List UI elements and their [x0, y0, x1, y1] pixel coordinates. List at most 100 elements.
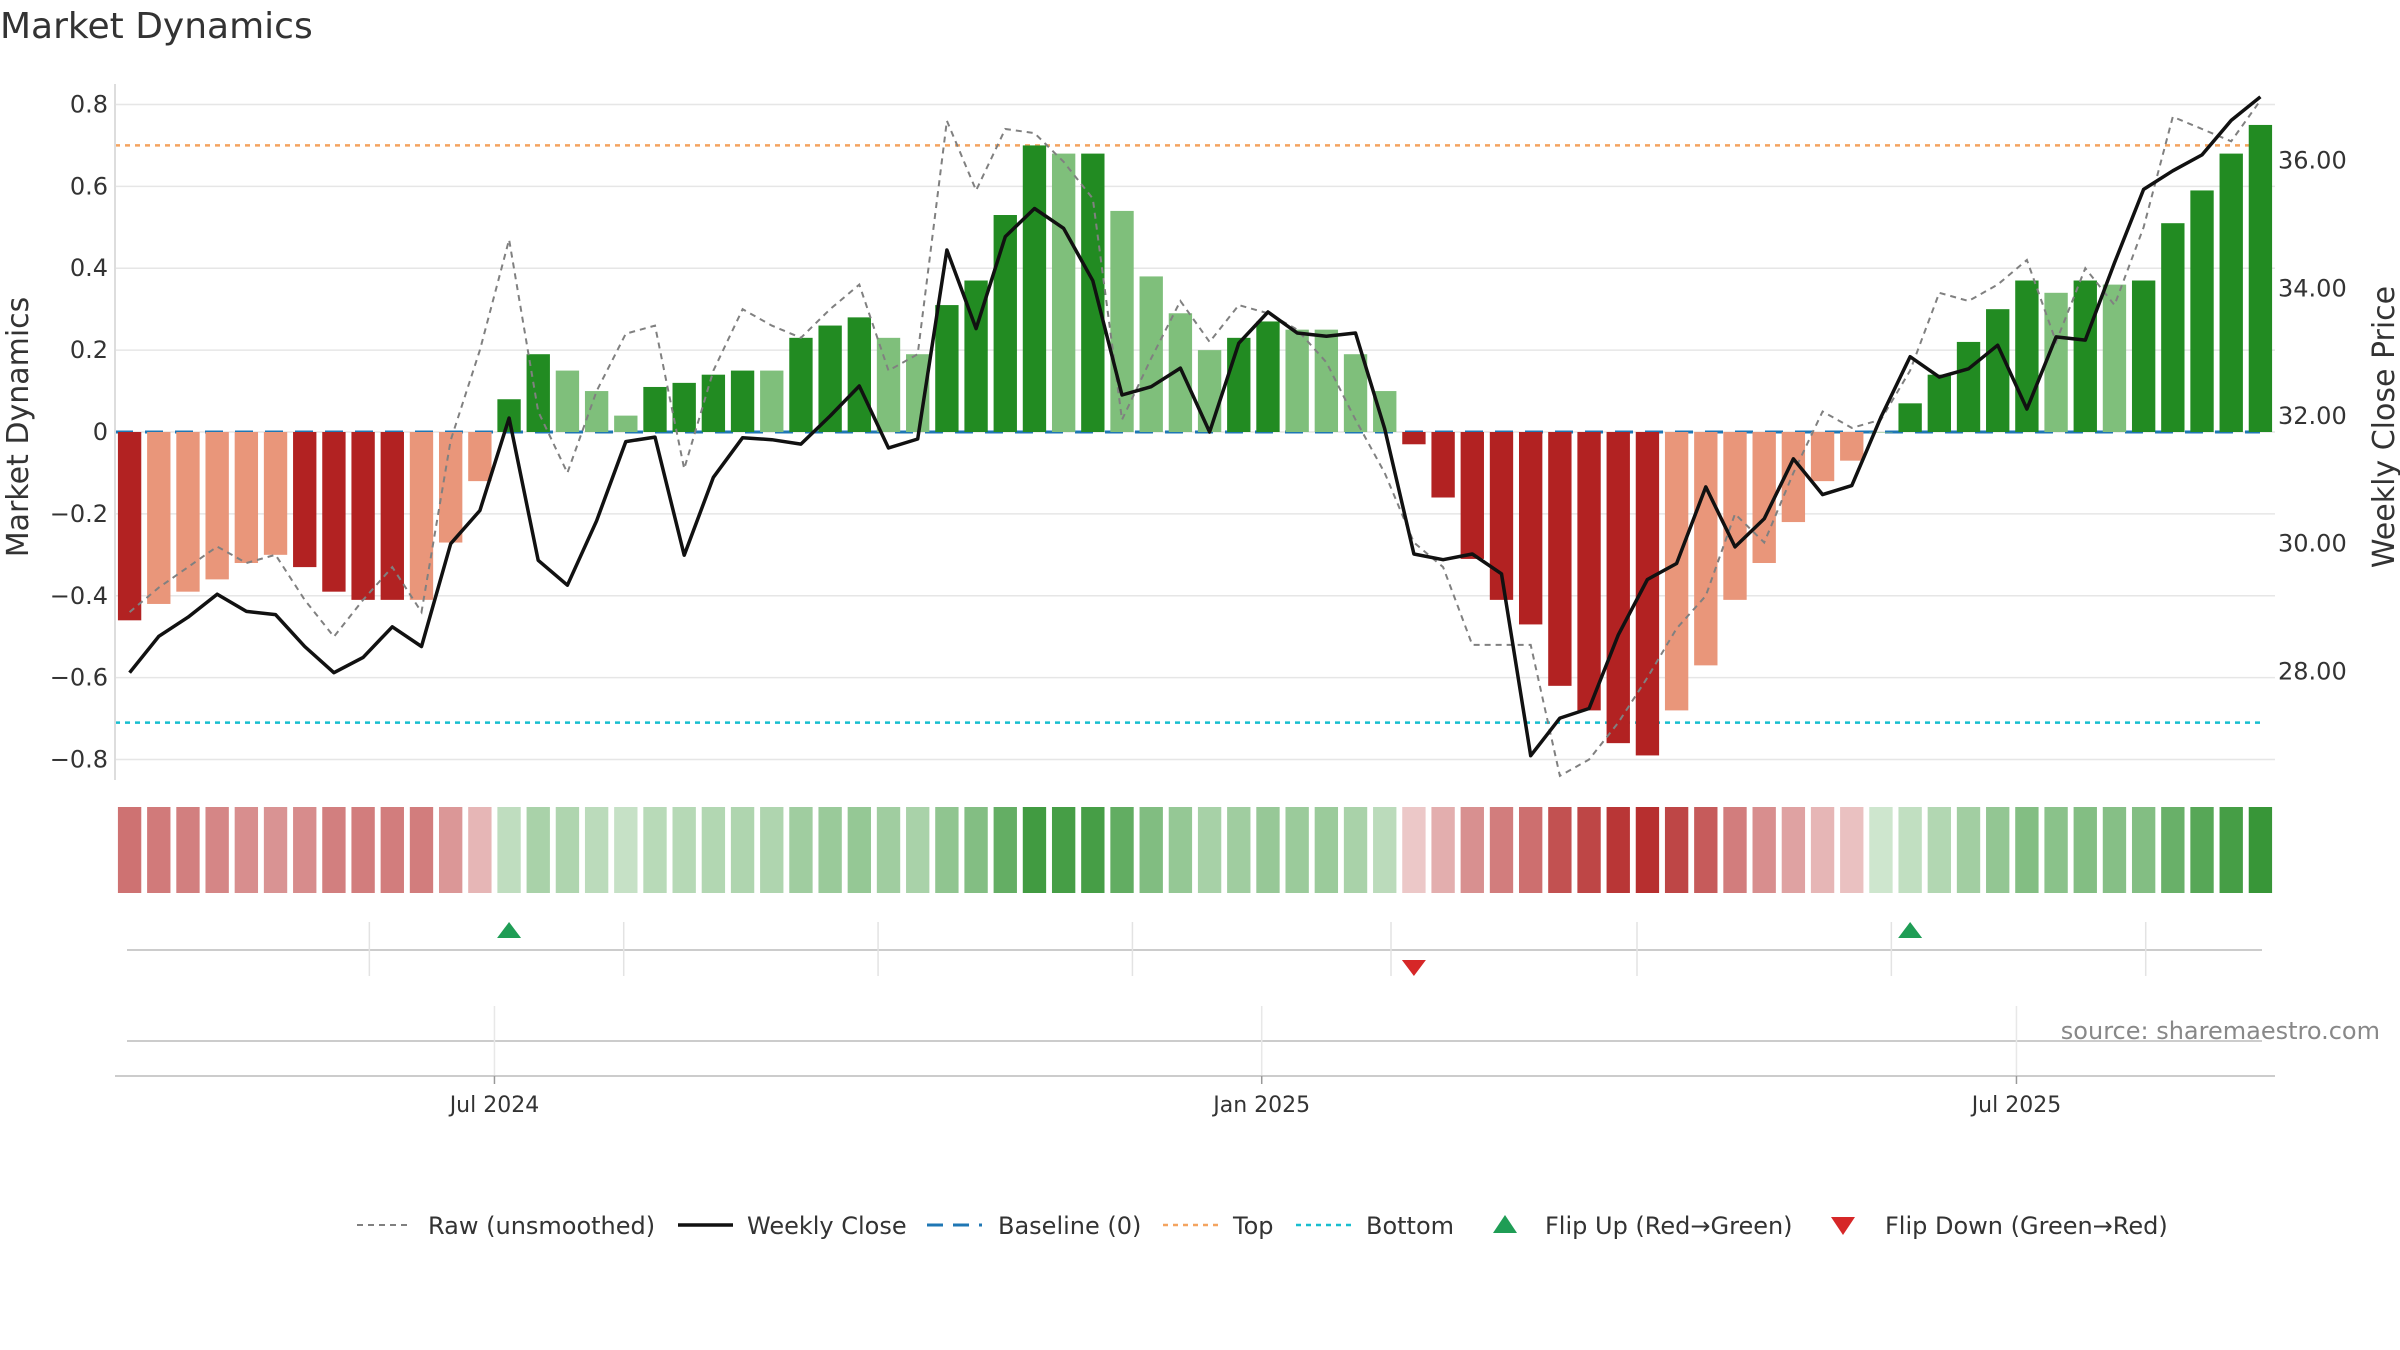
bar — [1781, 432, 1806, 523]
heat-cell — [614, 807, 638, 893]
y-tick-label: 0.8 — [70, 90, 108, 118]
bar — [1694, 432, 1718, 666]
bar — [1168, 313, 1193, 432]
line-series — [128, 95, 2262, 778]
y-tick-label: −0.2 — [50, 500, 108, 528]
heat-cell — [409, 807, 434, 893]
heat-cell — [1810, 807, 1835, 893]
heat-cell — [1431, 807, 1455, 893]
bar — [2102, 284, 2127, 432]
heat-cell — [847, 807, 871, 893]
heat-cell — [293, 807, 317, 893]
heat-cell — [906, 807, 930, 893]
bar — [1460, 432, 1484, 559]
bar — [2190, 190, 2214, 432]
bar — [1898, 403, 1922, 432]
bar — [293, 432, 317, 568]
bar — [234, 432, 259, 564]
heat-cell — [1840, 807, 1864, 893]
bar — [1197, 350, 1222, 432]
heat-cell — [1519, 807, 1543, 893]
heat-cell — [1022, 807, 1047, 893]
y2-tick-label: 30.00 — [2278, 530, 2347, 558]
heat-cell — [1227, 807, 1251, 893]
heat-cell — [1781, 807, 1806, 893]
bar — [2161, 223, 2185, 432]
heat-cell — [1635, 807, 1660, 893]
heat-cell — [1548, 807, 1572, 893]
bar — [176, 432, 200, 592]
heat-cell — [2161, 807, 2185, 893]
heat-cell — [1197, 807, 1222, 893]
heat-cell — [526, 807, 550, 893]
bar — [1664, 432, 1689, 711]
level-lines — [115, 144, 2260, 724]
heat-cell — [993, 807, 1017, 893]
bar — [1489, 432, 1514, 600]
heat-cell — [555, 807, 580, 893]
heat-cell — [468, 807, 492, 893]
y-tick-label: 0.2 — [70, 336, 108, 364]
heat-cell — [176, 807, 200, 893]
heat-cell — [1927, 807, 1951, 893]
bar — [555, 370, 580, 432]
heat-cell — [876, 807, 901, 893]
bar — [1519, 432, 1543, 625]
heat-cell — [1752, 807, 1776, 893]
axes: 0.8 0.6 0.4 0.2 0 −0.2 −0.4 −0.6 −0.8 36.00 34.00 3… — [50, 84, 2347, 780]
bar — [1869, 432, 1893, 433]
bar — [1606, 432, 1630, 744]
x-tick-label: Jan 2025 — [1211, 1093, 1310, 1118]
bar — [1956, 341, 1981, 432]
heat-cell — [1869, 807, 1893, 893]
legend-bottom-label: Bottom — [1366, 1212, 1454, 1240]
heat-cell — [1723, 807, 1747, 893]
bar — [1810, 432, 1835, 482]
heat-cell — [1314, 807, 1339, 893]
heat-cell — [1373, 807, 1397, 893]
heat-cell — [1577, 807, 1601, 893]
bar — [1986, 309, 2010, 432]
heat-cell — [818, 807, 842, 893]
heat-cell — [1694, 807, 1718, 893]
heat-cell — [935, 807, 959, 893]
heat-cell — [2190, 807, 2214, 893]
source-credit: source: sharemaestro.com — [2061, 1017, 2380, 1045]
bar — [2131, 280, 2156, 432]
heat-cell — [760, 807, 784, 893]
bar — [205, 432, 229, 580]
bar — [701, 374, 726, 432]
bar — [1752, 432, 1776, 564]
heat-cell — [380, 807, 404, 893]
heat-cell — [147, 807, 171, 893]
heat-cell — [1898, 807, 1922, 893]
legend: Raw (unsmoothed) Weekly Close Baseline (0)… — [357, 1212, 2168, 1240]
heat-cell — [1081, 807, 1105, 893]
bar — [964, 280, 988, 432]
bar — [1431, 432, 1455, 498]
bar — [1635, 432, 1660, 756]
bar — [380, 432, 404, 600]
heat-cell — [1986, 807, 2010, 893]
heat-cell — [584, 807, 609, 893]
x-axis: Jul 2024 Jan 2025 Jul 2025 — [115, 1075, 2275, 1118]
heat-cell — [263, 807, 288, 893]
bar — [1927, 374, 1951, 432]
y-axis-label: Market Dynamics — [1, 297, 36, 558]
legend-raw-label: Raw (unsmoothed) — [428, 1212, 655, 1240]
heat-cell — [2248, 807, 2273, 893]
bar — [322, 432, 346, 592]
heat-cell — [117, 807, 142, 893]
bar — [147, 432, 171, 604]
chart-title: Market Dynamics — [0, 6, 313, 47]
bar — [2219, 153, 2243, 432]
heat-cell — [351, 807, 375, 893]
flip-up-marker — [1898, 922, 1923, 938]
heat-cell — [964, 807, 988, 893]
flip-up-marker — [497, 922, 522, 938]
heat-cell — [1110, 807, 1134, 893]
heat-cell — [439, 807, 463, 893]
legend-flip-up-label: Flip Up (Red→Green) — [1545, 1212, 1793, 1240]
heat-cell — [1343, 807, 1368, 893]
heat-cell — [2044, 807, 2068, 893]
